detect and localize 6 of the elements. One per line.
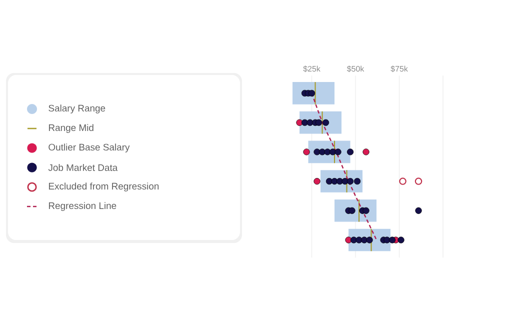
legend-label: Excluded from Regression — [48, 182, 159, 192]
legend-label: Regression Line — [48, 202, 116, 211]
legend-label: Outlier Base Salary — [48, 144, 130, 152]
legend-label: Range Mid — [48, 124, 94, 133]
legend-label: Job Market Data — [48, 164, 118, 171]
legend-label: Salary Range — [48, 104, 106, 114]
